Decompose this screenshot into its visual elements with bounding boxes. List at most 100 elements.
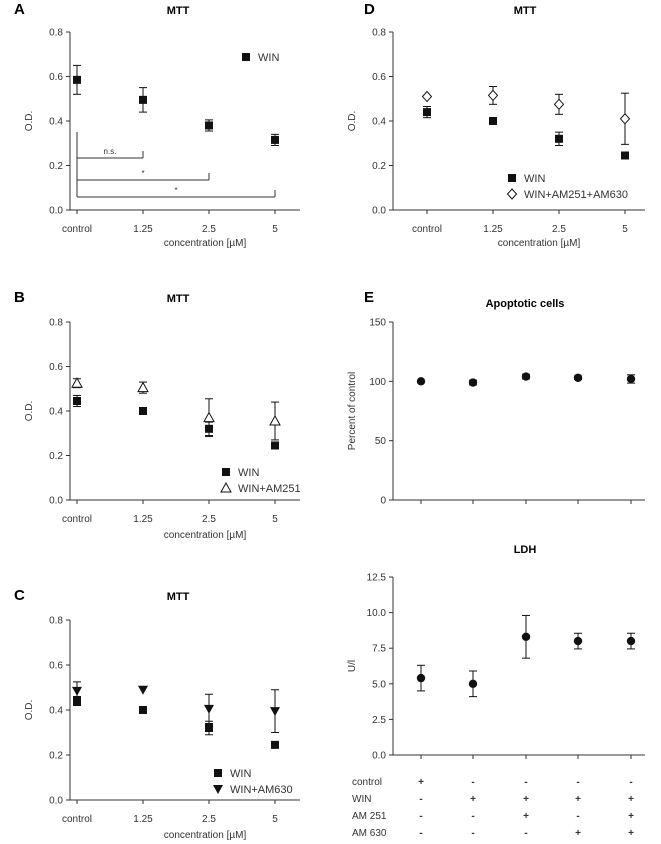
treatment-cell: - [629,777,632,788]
legend-label: WIN [230,768,251,780]
treatment-cell: - [419,794,422,805]
x-tick-label: 1.25 [133,814,153,825]
significance-label: n.s. [104,147,117,156]
chart-title: MTT [167,591,190,603]
data-point [203,411,215,423]
treatment-cell: - [471,777,474,788]
panel-letter: C [14,587,25,604]
chart-title: MTT [167,293,190,305]
data-point [416,377,426,386]
treatment-cell: + [575,828,581,839]
data-point [573,373,583,382]
data-point [139,95,147,104]
data-point [139,407,147,415]
data-point [138,685,148,695]
significance-bracket [77,190,276,198]
data-point [269,414,281,426]
legend-label: WIN+AM251+AM630 [524,189,628,201]
y-tick-label: 2.5 [372,715,386,726]
y-tick-label: 0.6 [49,72,63,83]
legend-label: WIN+AM251 [238,483,301,495]
legend-marker [222,468,230,476]
data-point [489,117,497,125]
data-point [619,113,631,125]
treatment-row-label: AM 251 [352,811,387,822]
data-point [621,151,629,160]
y-axis-label: O.D. [347,111,358,132]
x-axis-label: concentration [µM] [498,238,581,249]
x-tick-label: 1.25 [483,224,503,235]
y-tick-label: 10.0 [367,608,387,619]
y-axis-label: O.D. [24,111,35,132]
x-tick-label: 2.5 [552,224,566,235]
legend-marker [214,769,222,777]
x-tick-label: control [62,514,92,525]
treatment-row-label: WIN [352,794,371,805]
treatment-row-label: AM 630 [352,828,387,839]
treatment-cell: - [419,811,422,822]
y-tick-label: 0.4 [49,706,63,717]
x-tick-label: 1.25 [133,224,153,235]
y-tick-label: 0.6 [49,661,63,672]
data-point [553,98,565,111]
x-tick-label: control [62,224,92,235]
data-point [271,135,279,144]
panel-letter: B [14,289,25,306]
data-point [72,686,82,696]
y-tick-label: 0.8 [49,616,63,627]
y-tick-label: 50 [375,436,387,447]
data-point [421,90,433,103]
chart-panel-c: C MTT 0.0 0.2 0.4 0.6 0.8 control 1.25 2.5 5 O.D. co… [14,587,300,841]
x-axis-label: concentration [µM] [164,830,247,841]
treatment-cell: + [523,811,529,822]
y-tick-label: 100 [369,377,386,388]
treatment-cell: + [523,794,529,805]
treatment-cell: - [524,828,527,839]
y-axis-label: O.D. [24,401,35,422]
y-tick-label: 12.5 [367,573,387,584]
data-point [270,707,280,717]
data-point [521,632,531,642]
chart-title: MTT [514,5,537,17]
treatment-cell: - [419,828,422,839]
chart-title: LDH [514,544,537,556]
x-axis-label: concentration [µM] [164,238,247,249]
y-tick-label: 0.8 [49,28,63,39]
x-tick-label: 2.5 [202,814,216,825]
treatment-cell: + [628,794,634,805]
y-tick-label: 0 [380,496,386,507]
chart-panel-b: B MTT 0.0 0.2 0.4 0.6 0.8 control 1.25 2.5 5 O.D. co… [14,289,301,541]
y-axis-label: U/l [347,660,358,672]
treatment-cell: + [418,777,424,788]
y-tick-label: 0.2 [49,161,63,172]
data-point [555,134,563,143]
legend-label: WIN+AM630 [230,784,293,796]
data-point [468,679,478,688]
treatment-cell: - [471,811,474,822]
significance-bracket [77,151,144,159]
x-tick-label: 2.5 [202,224,216,235]
y-tick-label: 0.6 [49,362,63,373]
chart-panel-d: D MTT 0.0 0.2 0.4 0.6 0.8 control 1.25 2.5 5 O.D. co… [347,1,645,249]
treatment-cell: + [470,794,476,805]
treatment-cell: - [524,777,527,788]
data-point [626,636,636,646]
y-tick-label: 0.2 [49,751,63,762]
treatment-row-label: control [352,777,382,788]
x-tick-label: control [62,814,92,825]
y-tick-label: 0.8 [49,318,63,329]
data-point [204,704,214,714]
y-tick-label: 5.0 [372,679,386,690]
data-point [271,740,279,749]
y-tick-label: 0.6 [372,72,386,83]
legend-marker [213,785,223,794]
treatment-cell: - [576,777,579,788]
x-tick-label: 5 [272,814,278,825]
data-point [73,697,81,705]
chart-title: Apoptotic cells [486,298,565,310]
treatment-cell: + [628,811,634,822]
significance-bracket [77,173,210,181]
data-point [487,89,499,102]
y-tick-label: 0.4 [49,407,63,418]
